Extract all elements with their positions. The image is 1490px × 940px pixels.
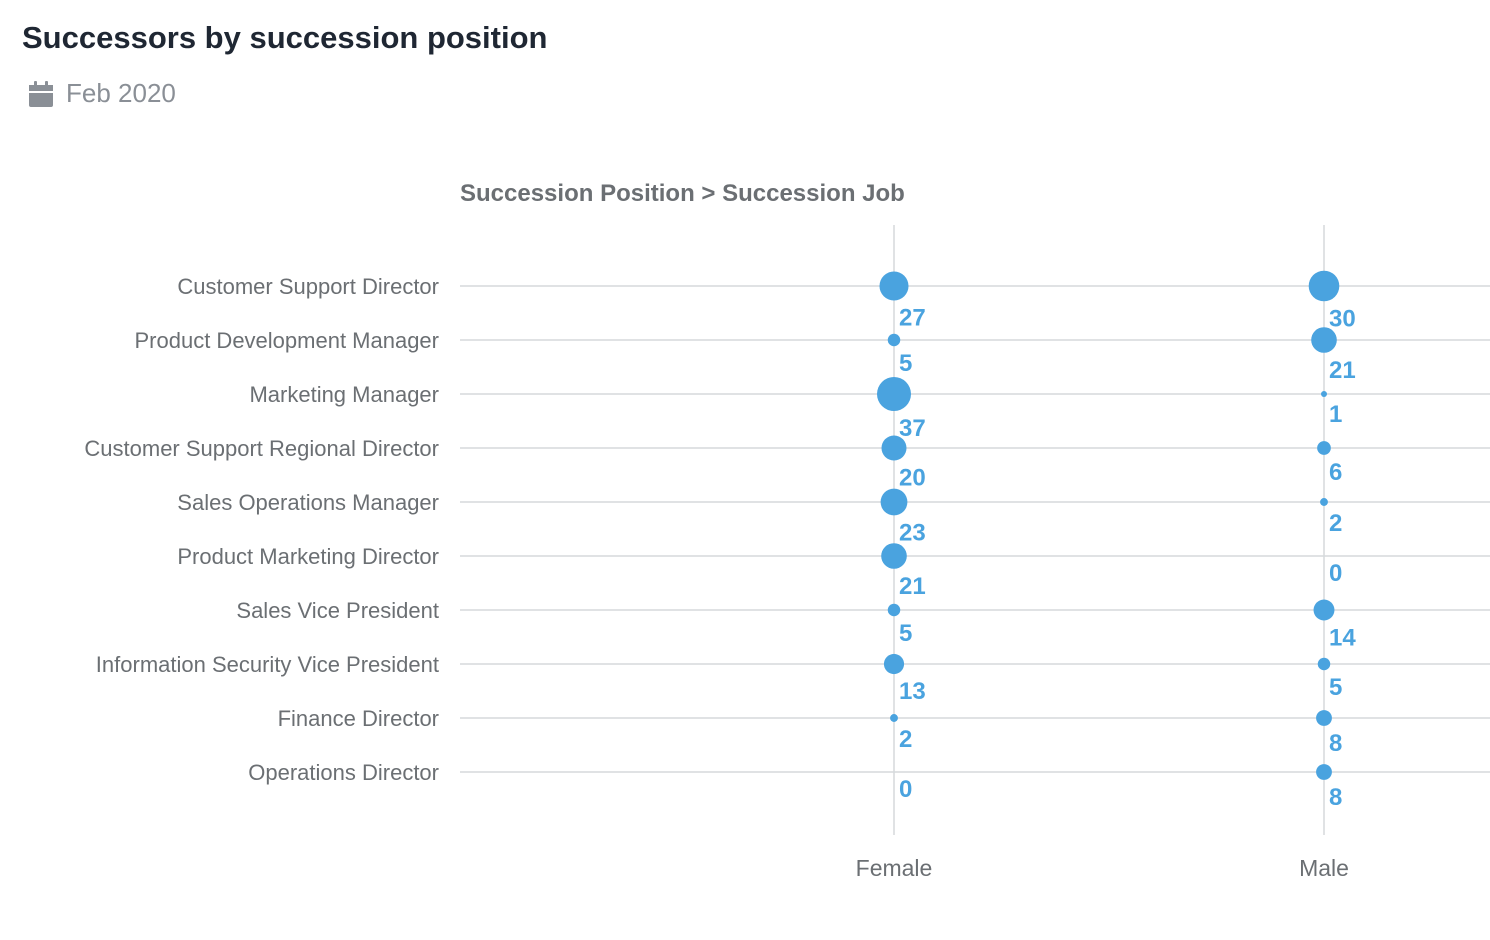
data-label: 0 [899,776,912,803]
data-bubble [1317,441,1331,455]
data-bubble [883,653,905,675]
data-bubble [1316,710,1332,726]
date-filter[interactable]: Feb 2020 [28,78,176,109]
data-label: 30 [1329,305,1356,332]
data-label: 21 [899,573,926,600]
data-label: 1 [1329,401,1342,428]
data-label: 14 [1329,624,1356,651]
category-label: Product Marketing Director [177,544,439,569]
data-label: 21 [1329,357,1356,384]
data-label: 5 [899,350,912,377]
data-label: 37 [899,415,926,442]
data-label: 5 [1329,674,1342,701]
data-bubble [1317,657,1331,671]
category-label: Information Security Vice President [96,652,439,677]
category-label: Operations Director [248,760,439,785]
category-label: Sales Operations Manager [177,490,439,515]
data-bubble [1308,270,1340,302]
data-label: 5 [899,620,912,647]
data-label: 13 [899,678,926,705]
data-bubble [1311,327,1337,353]
data-bubble [1313,599,1335,621]
data-label: 8 [1329,784,1342,811]
data-label: 2 [899,726,912,753]
category-label: Finance Director [278,706,439,731]
data-label: 23 [899,519,926,546]
category-label: Product Development Manager [135,328,440,353]
data-bubble [887,603,901,617]
calendar-icon [29,80,53,107]
data-bubble [877,377,911,411]
data-bubble [1321,391,1327,397]
column-label: Female [856,855,933,881]
data-bubble [881,435,907,461]
data-label: 27 [899,305,926,332]
data-bubble [1316,764,1332,780]
date-label: Feb 2020 [66,78,176,108]
data-bubble [879,271,909,301]
data-label: 8 [1329,730,1342,757]
category-label: Customer Support Director [177,274,439,299]
column-label: Male [1299,855,1349,881]
data-label: 2 [1329,510,1342,537]
data-bubble [881,543,907,569]
category-label: Customer Support Regional Director [84,436,439,461]
data-bubble [880,488,908,516]
chart-title: Successors by succession position [22,20,548,55]
data-bubble [1320,498,1328,506]
data-bubble [887,333,901,347]
category-label: Marketing Manager [249,382,439,407]
data-bubble [890,714,898,722]
data-label: 20 [899,464,926,491]
data-label: 6 [1329,459,1342,486]
category-label: Sales Vice President [236,598,439,623]
axis-header: Succession Position > Succession Job [460,180,905,207]
data-label: 0 [1329,560,1342,587]
